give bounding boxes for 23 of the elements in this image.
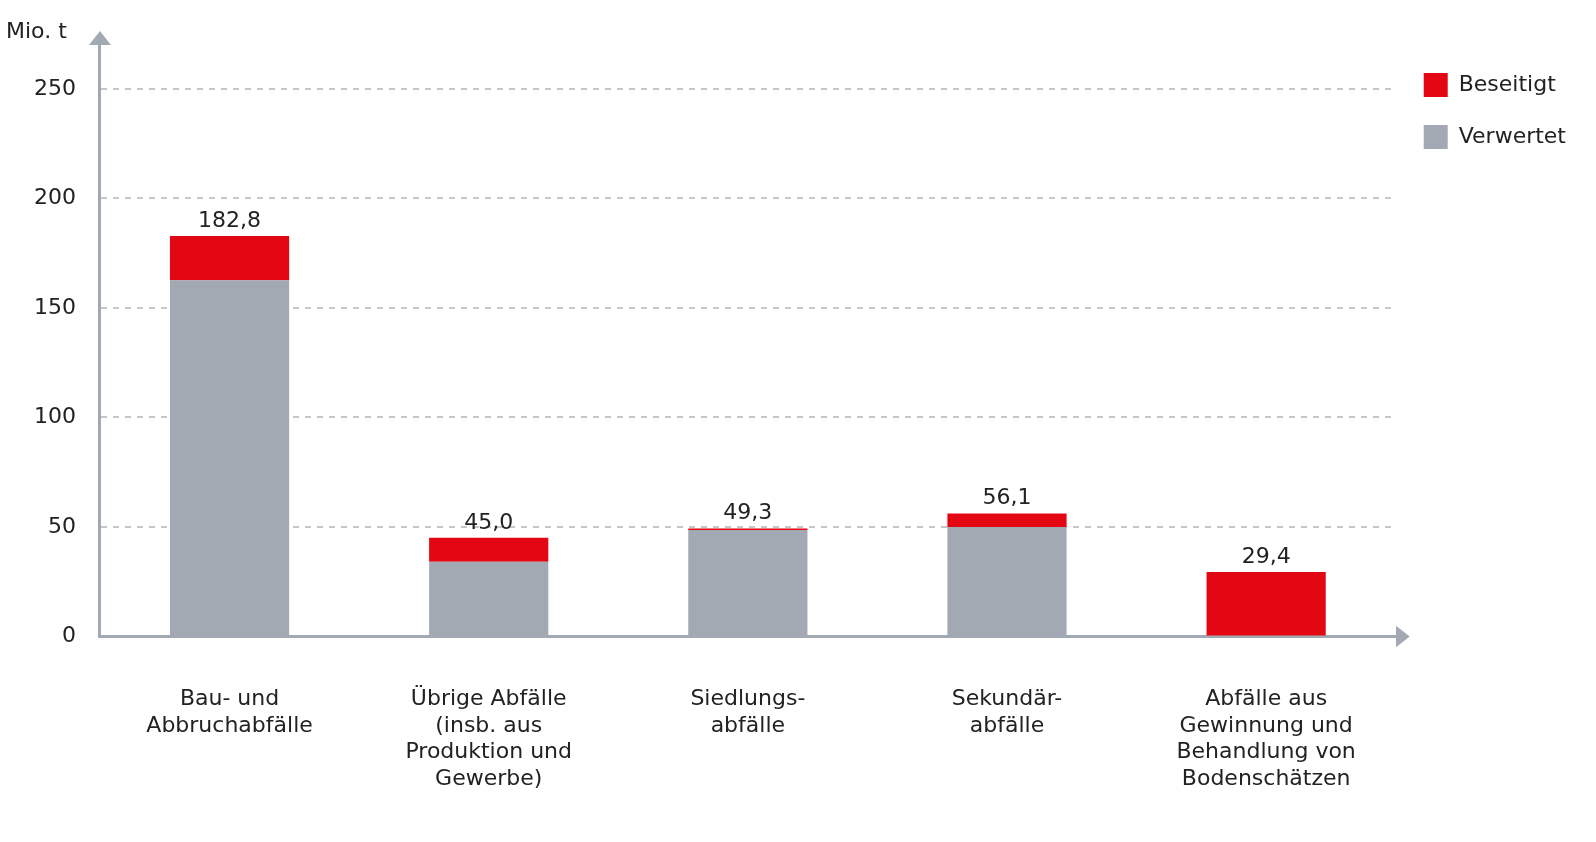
y-tick-label: 50 <box>47 512 76 538</box>
bar <box>429 537 549 562</box>
x-tick-label: Bau- und Abbruchabfälle <box>146 685 313 737</box>
bar <box>169 236 290 281</box>
y-tick-label: 250 <box>33 74 76 100</box>
x-tick-label: Sekundär- abfälle <box>951 685 1063 737</box>
total-label: 56,1 <box>982 484 1032 510</box>
x-tick-label: Abfälle aus Gewinnung und Behandlung von Bodenschätzen <box>1176 685 1356 790</box>
y-axis-title: Mio. t <box>6 17 68 43</box>
x-tick-label: Siedlungs- abfälle <box>690 685 806 737</box>
x-tick-label: Übrige Abfälle (insb. aus Produktion und Gewerbe) <box>405 685 572 790</box>
bar <box>1206 572 1326 636</box>
total-label: 45,0 <box>464 508 514 534</box>
y-tick-label: 200 <box>33 184 76 210</box>
y-tick-label: 150 <box>33 293 76 319</box>
legend-label: Beseitigt <box>1458 70 1557 96</box>
y-tick-label: 0 <box>61 622 76 648</box>
y-tick-label: 100 <box>33 403 76 429</box>
total-label: 182,8 <box>198 206 262 232</box>
total-label: 29,4 <box>1241 542 1291 568</box>
total-label: 49,3 <box>723 499 773 525</box>
bar <box>947 513 1067 527</box>
legend-label: Verwertet <box>1458 122 1567 148</box>
